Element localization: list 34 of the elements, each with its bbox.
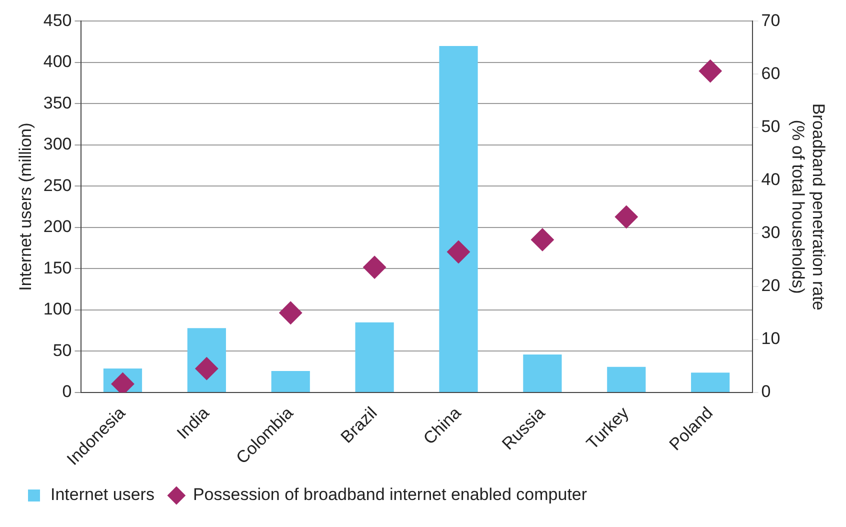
y-tick-label: 150 [43,258,72,278]
point [530,228,554,252]
y-tick-label: 350 [43,93,72,112]
y-axis-title: Internet users (million) [16,122,35,291]
legend-label: Internet users [50,485,154,504]
y-tick-label: 50 [52,340,72,360]
y-tick-label: 400 [43,52,72,72]
bar [355,322,394,392]
y2-tick-label: 40 [761,170,780,189]
point [447,240,470,264]
point [363,256,386,279]
bar [439,46,478,392]
y-tick-label: 100 [43,300,72,319]
point [279,301,302,324]
bar [523,354,562,392]
bar [271,370,310,392]
y2-tick-label: 30 [761,223,780,242]
y-tick-label: 300 [43,134,72,154]
y-tick-label: 250 [43,176,72,195]
y-tick-label: 0 [62,382,72,402]
y2-tick-label: 0 [761,382,771,402]
y2-tick-label: 50 [761,116,780,136]
y2-tick-label: 20 [761,276,780,296]
point [698,60,722,83]
y2-tick-label: 10 [761,329,780,348]
bar [607,366,646,392]
legend-label: Possession of broadband internet enabled computer [192,485,588,504]
y-tick-label: 450 [43,10,72,30]
y2-axis-title: Broadband penetration rate (% of total households) [788,103,828,310]
y-tick-label: 200 [43,217,72,236]
y2-tick-label: 60 [761,64,780,83]
point [614,205,638,228]
y2-tick-label: 70 [761,10,780,30]
bar [691,372,730,392]
